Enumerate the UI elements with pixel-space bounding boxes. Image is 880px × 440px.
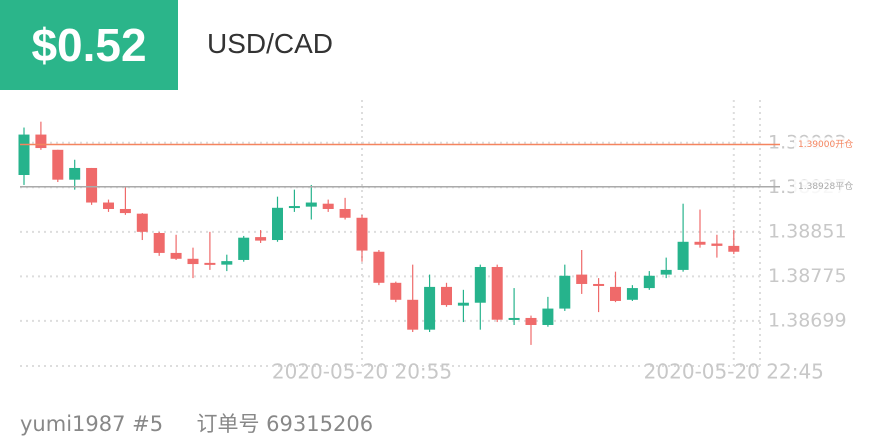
candle-body	[525, 317, 537, 325]
candle-body	[305, 202, 317, 207]
candle-body	[474, 266, 486, 303]
candle-body	[187, 258, 199, 265]
y-tick-label: 1.38851	[768, 220, 847, 242]
candle-body	[457, 302, 469, 306]
candle-body	[643, 275, 655, 289]
candle-body	[35, 134, 47, 149]
candle-body	[322, 203, 334, 209]
candle-body	[288, 206, 300, 209]
candle-body	[238, 237, 250, 260]
candle-body	[153, 233, 165, 253]
candle-body	[204, 262, 216, 265]
y-tick-label: 1.38775	[768, 265, 847, 287]
price-line-label: 1.38928平仓	[798, 180, 853, 192]
candle-body	[339, 208, 351, 218]
x-tick-label: 2020-05-20 22:45	[644, 360, 824, 384]
candle-body	[424, 286, 436, 330]
y-tick-label: 1.38699	[768, 309, 847, 331]
candle-body	[441, 286, 452, 306]
candle-body	[711, 243, 723, 246]
candle-body	[69, 167, 81, 180]
candle-body	[221, 261, 233, 265]
candle-body	[373, 251, 385, 283]
candle-body	[694, 241, 706, 245]
candle-body	[86, 167, 98, 203]
amount: $0.52	[0, 0, 178, 90]
candle-body	[119, 208, 131, 214]
candle-body	[677, 241, 689, 270]
user: yumi1987 #5	[20, 412, 164, 436]
candle-body	[576, 274, 588, 284]
candle-body	[255, 237, 267, 241]
symbol: USD/CAD	[207, 28, 334, 59]
candle-body	[559, 275, 571, 309]
candle-body	[491, 266, 503, 320]
candle-body	[610, 286, 621, 301]
candle-body	[508, 317, 520, 320]
candle-body	[170, 252, 182, 259]
candle-body	[18, 134, 30, 175]
price-line-label-bg	[794, 137, 858, 152]
candle-body	[52, 149, 64, 180]
candle-body	[626, 288, 638, 300]
candle-body	[728, 245, 740, 252]
candle-body	[103, 202, 114, 209]
x-tick-label: 2020-05-20 20:55	[272, 360, 452, 384]
candle-body	[272, 207, 283, 241]
candle-body	[390, 282, 402, 300]
price-line-label: 1.39000开仓	[798, 138, 853, 150]
order-number: 订单号 69315206	[196, 412, 374, 436]
candle-body	[407, 299, 419, 330]
footer: yumi1987 #5 订单号 69315206	[20, 408, 373, 438]
candle-body	[542, 308, 554, 325]
price-line-label-bg	[794, 179, 858, 194]
candle-body	[660, 269, 672, 275]
candle-body	[593, 283, 605, 286]
candle-body	[136, 213, 148, 232]
candle-body	[356, 217, 368, 251]
